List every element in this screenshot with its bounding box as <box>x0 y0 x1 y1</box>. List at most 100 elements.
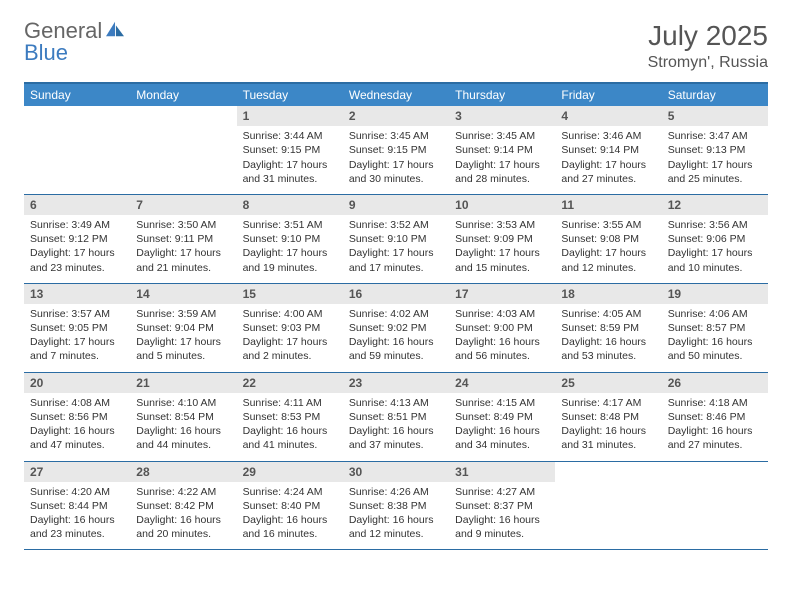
sunrise-text: Sunrise: 4:24 AM <box>243 485 337 499</box>
daylight-text-2: and 31 minutes. <box>243 172 337 186</box>
sunset-text: Sunset: 8:37 PM <box>455 499 549 513</box>
calendar-cell: . <box>555 462 661 550</box>
sunrise-text: Sunrise: 4:06 AM <box>668 307 762 321</box>
sunset-text: Sunset: 9:08 PM <box>561 232 655 246</box>
daylight-text-2: and 2 minutes. <box>243 349 337 363</box>
day-number: 3 <box>449 106 555 126</box>
daylight-text-1: Daylight: 16 hours <box>455 335 549 349</box>
daylight-text-2: and 28 minutes. <box>455 172 549 186</box>
calendar-cell: 15Sunrise: 4:00 AMSunset: 9:03 PMDayligh… <box>237 284 343 372</box>
calendar-cell: 9Sunrise: 3:52 AMSunset: 9:10 PMDaylight… <box>343 195 449 283</box>
logo-word-2: Blue <box>24 40 68 65</box>
daylight-text-2: and 12 minutes. <box>349 527 443 541</box>
day-label-mon: Monday <box>130 84 236 106</box>
sunset-text: Sunset: 8:57 PM <box>668 321 762 335</box>
sunset-text: Sunset: 8:38 PM <box>349 499 443 513</box>
daylight-text-2: and 56 minutes. <box>455 349 549 363</box>
sunset-text: Sunset: 8:44 PM <box>30 499 124 513</box>
sunrise-text: Sunrise: 3:45 AM <box>455 129 549 143</box>
calendar-cell: 25Sunrise: 4:17 AMSunset: 8:48 PMDayligh… <box>555 373 661 461</box>
sunrise-text: Sunrise: 3:49 AM <box>30 218 124 232</box>
calendar-week: ..1Sunrise: 3:44 AMSunset: 9:15 PMDaylig… <box>24 106 768 195</box>
daylight-text-1: Daylight: 16 hours <box>243 424 337 438</box>
day-label-thu: Thursday <box>449 84 555 106</box>
sunrise-text: Sunrise: 3:50 AM <box>136 218 230 232</box>
calendar-cell: 12Sunrise: 3:56 AMSunset: 9:06 PMDayligh… <box>662 195 768 283</box>
calendar-cell: 26Sunrise: 4:18 AMSunset: 8:46 PMDayligh… <box>662 373 768 461</box>
daylight-text-2: and 44 minutes. <box>136 438 230 452</box>
sunset-text: Sunset: 9:03 PM <box>243 321 337 335</box>
day-number: 9 <box>343 195 449 215</box>
calendar: Sunday Monday Tuesday Wednesday Thursday… <box>24 82 768 550</box>
daylight-text-2: and 23 minutes. <box>30 527 124 541</box>
sunrise-text: Sunrise: 4:05 AM <box>561 307 655 321</box>
daylight-text-2: and 37 minutes. <box>349 438 443 452</box>
daylight-text-2: and 9 minutes. <box>455 527 549 541</box>
sunset-text: Sunset: 8:48 PM <box>561 410 655 424</box>
sunrise-text: Sunrise: 4:13 AM <box>349 396 443 410</box>
sunset-text: Sunset: 9:06 PM <box>668 232 762 246</box>
daylight-text-2: and 47 minutes. <box>30 438 124 452</box>
calendar-cell: . <box>24 106 130 194</box>
day-number: 30 <box>343 462 449 482</box>
sunset-text: Sunset: 9:12 PM <box>30 232 124 246</box>
day-label-fri: Friday <box>555 84 661 106</box>
calendar-cell: 7Sunrise: 3:50 AMSunset: 9:11 PMDaylight… <box>130 195 236 283</box>
calendar-day-header: Sunday Monday Tuesday Wednesday Thursday… <box>24 84 768 106</box>
day-label-sun: Sunday <box>24 84 130 106</box>
calendar-week: 6Sunrise: 3:49 AMSunset: 9:12 PMDaylight… <box>24 195 768 284</box>
daylight-text-2: and 25 minutes. <box>668 172 762 186</box>
sunrise-text: Sunrise: 3:47 AM <box>668 129 762 143</box>
day-number: 12 <box>662 195 768 215</box>
day-number: 10 <box>449 195 555 215</box>
sunset-text: Sunset: 9:04 PM <box>136 321 230 335</box>
daylight-text-2: and 41 minutes. <box>243 438 337 452</box>
daylight-text-2: and 50 minutes. <box>668 349 762 363</box>
calendar-cell: 30Sunrise: 4:26 AMSunset: 8:38 PMDayligh… <box>343 462 449 550</box>
calendar-weeks: ..1Sunrise: 3:44 AMSunset: 9:15 PMDaylig… <box>24 106 768 550</box>
day-number: 29 <box>237 462 343 482</box>
calendar-cell: 18Sunrise: 4:05 AMSunset: 8:59 PMDayligh… <box>555 284 661 372</box>
daylight-text-2: and 21 minutes. <box>136 261 230 275</box>
logo-text: General Blue <box>24 20 126 64</box>
daylight-text-2: and 20 minutes. <box>136 527 230 541</box>
day-number: 22 <box>237 373 343 393</box>
day-number: 14 <box>130 284 236 304</box>
daylight-text-2: and 27 minutes. <box>668 438 762 452</box>
page-title-location: Stromyn', Russia <box>648 54 768 72</box>
sunset-text: Sunset: 8:40 PM <box>243 499 337 513</box>
day-label-tue: Tuesday <box>237 84 343 106</box>
calendar-cell: 20Sunrise: 4:08 AMSunset: 8:56 PMDayligh… <box>24 373 130 461</box>
daylight-text-2: and 23 minutes. <box>30 261 124 275</box>
daylight-text-2: and 19 minutes. <box>243 261 337 275</box>
sunrise-text: Sunrise: 3:55 AM <box>561 218 655 232</box>
sunrise-text: Sunrise: 3:56 AM <box>668 218 762 232</box>
day-number: 15 <box>237 284 343 304</box>
daylight-text-2: and 27 minutes. <box>561 172 655 186</box>
calendar-cell: 13Sunrise: 3:57 AMSunset: 9:05 PMDayligh… <box>24 284 130 372</box>
sunrise-text: Sunrise: 4:15 AM <box>455 396 549 410</box>
daylight-text-2: and 5 minutes. <box>136 349 230 363</box>
daylight-text-1: Daylight: 16 hours <box>668 335 762 349</box>
day-label-wed: Wednesday <box>343 84 449 106</box>
day-label-sat: Saturday <box>662 84 768 106</box>
daylight-text-1: Daylight: 16 hours <box>349 513 443 527</box>
sunset-text: Sunset: 9:13 PM <box>668 143 762 157</box>
sunrise-text: Sunrise: 4:27 AM <box>455 485 549 499</box>
sunset-text: Sunset: 8:53 PM <box>243 410 337 424</box>
sunset-text: Sunset: 9:14 PM <box>455 143 549 157</box>
sunset-text: Sunset: 9:10 PM <box>243 232 337 246</box>
daylight-text-2: and 12 minutes. <box>561 261 655 275</box>
sunrise-text: Sunrise: 4:03 AM <box>455 307 549 321</box>
calendar-cell: 8Sunrise: 3:51 AMSunset: 9:10 PMDaylight… <box>237 195 343 283</box>
sunrise-text: Sunrise: 3:59 AM <box>136 307 230 321</box>
day-number: 11 <box>555 195 661 215</box>
day-number: 13 <box>24 284 130 304</box>
daylight-text-1: Daylight: 16 hours <box>349 335 443 349</box>
calendar-week: 20Sunrise: 4:08 AMSunset: 8:56 PMDayligh… <box>24 373 768 462</box>
daylight-text-1: Daylight: 17 hours <box>30 246 124 260</box>
calendar-cell: 17Sunrise: 4:03 AMSunset: 9:00 PMDayligh… <box>449 284 555 372</box>
sunset-text: Sunset: 9:15 PM <box>349 143 443 157</box>
title-block: July 2025 Stromyn', Russia <box>648 20 768 72</box>
day-number: 21 <box>130 373 236 393</box>
